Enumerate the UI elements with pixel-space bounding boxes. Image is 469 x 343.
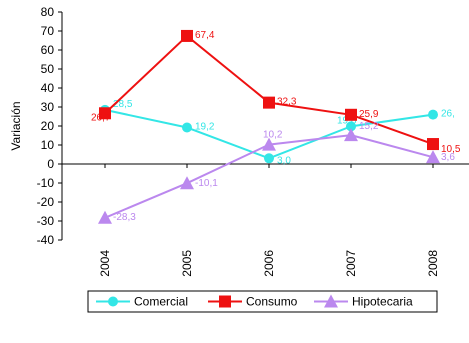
y-tick-label: 60: [41, 43, 55, 57]
legend-marker: [324, 294, 338, 308]
y-tick-label: -40: [37, 233, 55, 247]
y-tick-label: 20: [41, 119, 55, 133]
legend-label: Hipotecaria: [352, 295, 413, 309]
data-point-marker: [263, 96, 275, 109]
data-point-marker: [264, 153, 274, 164]
series-line-consumo: [104, 34, 434, 145]
series-group: 28,519,23,019,826,26,767,432,325,910,5-2…: [91, 30, 461, 224]
data-label: 3,0: [277, 155, 291, 166]
y-axis-ticks: 80 70 60 50 40 30 20 10 0 -10 -20 -30 -40: [37, 5, 62, 247]
data-point-marker: [346, 121, 356, 132]
y-tick-label: -30: [37, 214, 55, 228]
data-point-marker: [427, 138, 439, 151]
y-tick-label: 50: [41, 62, 55, 76]
data-label: 32,3: [277, 97, 297, 108]
data-label: 26,7: [91, 112, 111, 123]
y-tick-label: 80: [41, 5, 55, 19]
data-point-marker: [182, 122, 192, 133]
y-tick-label: -10: [37, 176, 55, 190]
y-tick-label: 0: [47, 157, 54, 171]
data-point-marker: [262, 137, 276, 151]
x-tick-label: 2004: [98, 250, 112, 277]
data-point-marker: [99, 107, 111, 120]
data-point-marker: [181, 29, 193, 42]
legend-item-hipotecaria: Hipotecaria: [314, 294, 413, 309]
x-tick-label: 2006: [262, 250, 276, 277]
legend-item-comercial: Comercial: [96, 295, 188, 309]
legend-marker: [219, 295, 231, 308]
data-label: 19,8: [337, 115, 357, 126]
x-tick-label: 2008: [426, 250, 440, 277]
data-point-marker: [344, 128, 358, 142]
legend-box: [87, 290, 438, 313]
y-axis-label: Variación: [9, 101, 23, 150]
legend-label: Comercial: [134, 295, 188, 309]
y-tick-label: 40: [41, 81, 55, 95]
data-point-marker: [345, 108, 357, 121]
plot-area: [61, 12, 469, 240]
legend: Comercial Consumo Hipotecaria: [87, 290, 438, 313]
data-point-marker: [426, 150, 440, 164]
data-label: 10,2: [263, 130, 283, 141]
data-point-marker: [180, 176, 194, 190]
data-label: 25,9: [359, 109, 379, 120]
data-label: 26,: [441, 109, 455, 120]
x-axis-ticks: 2004 2005 2006 2007 2008: [98, 164, 440, 277]
data-label: 15,2: [359, 121, 379, 132]
data-point-marker: [98, 210, 112, 224]
legend-label: Consumo: [246, 295, 298, 309]
x-tick-label: 2005: [180, 250, 194, 277]
series-consumo: 26,7 67,4 32,3 25,9 10,5: [91, 30, 461, 155]
data-label: -28,3: [113, 212, 136, 223]
legend-marker: [108, 296, 118, 307]
data-label: 19,2: [195, 122, 215, 133]
legend-item-consumo: Consumo: [208, 295, 298, 309]
y-tick-label: -20: [37, 195, 55, 209]
data-label: -10,1: [195, 178, 218, 189]
x-tick-label: 2007: [344, 250, 358, 277]
data-label: 10,5: [441, 144, 461, 155]
data-label: 28,5: [113, 99, 133, 110]
data-label: 3,6: [441, 152, 455, 163]
y-tick-label: 10: [41, 138, 55, 152]
y-tick-label: 70: [41, 24, 55, 38]
data-label: 67,4: [195, 30, 215, 41]
y-tick-label: 30: [41, 100, 55, 114]
data-point-marker: [428, 109, 438, 120]
series-hipotecaria: -28,3 -10,1 10,2 15,2 3,6: [98, 121, 455, 224]
